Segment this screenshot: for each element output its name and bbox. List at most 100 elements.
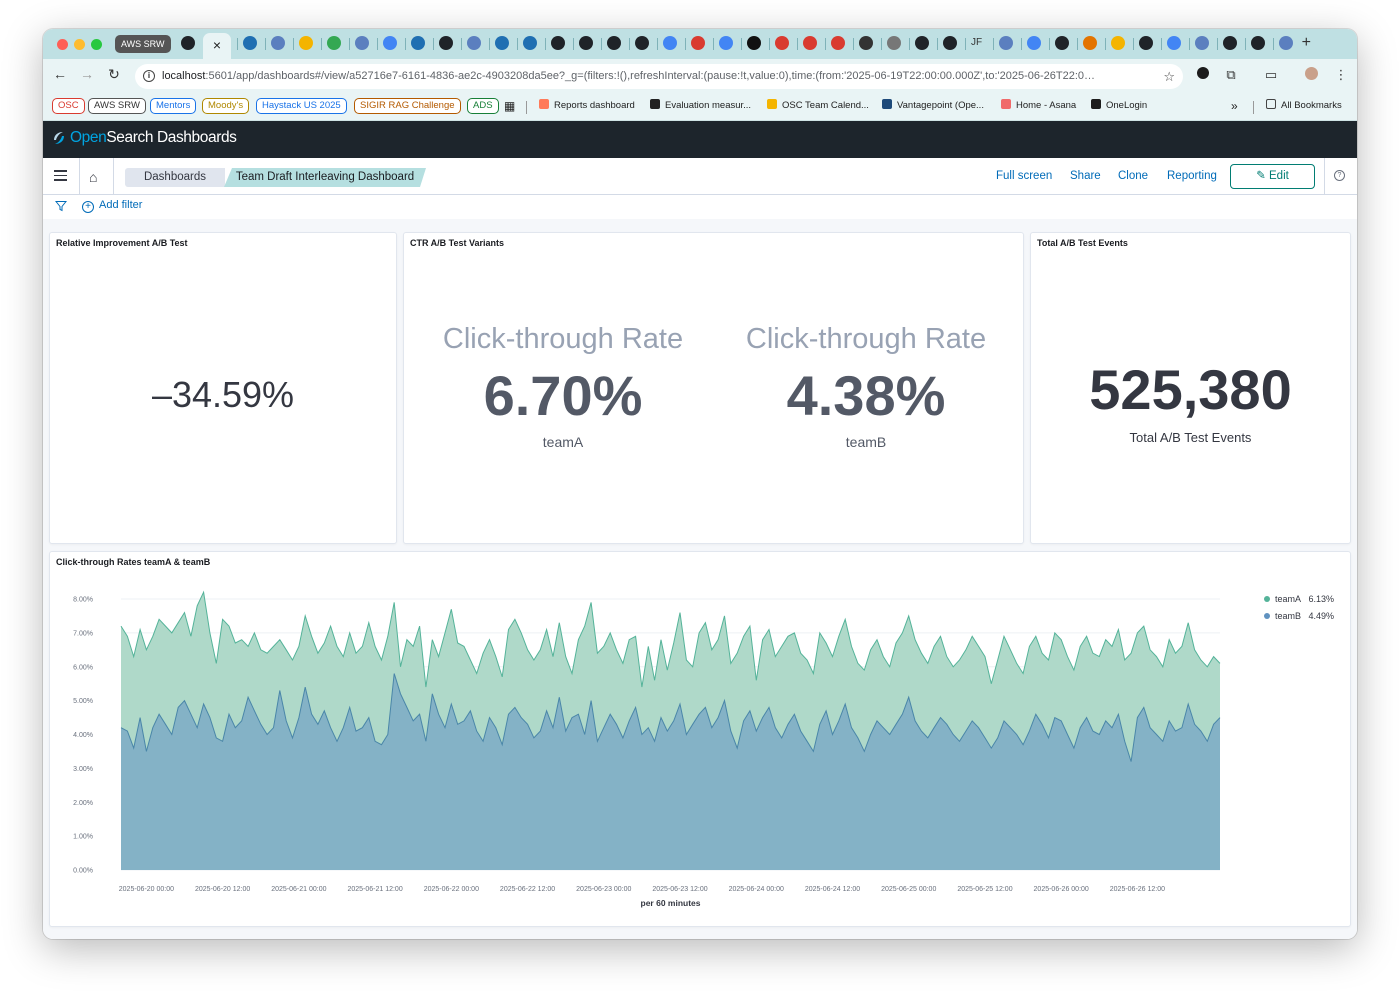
legend-item-team-b[interactable]: teamB 4.49% bbox=[1264, 611, 1334, 621]
browser-menu-icon[interactable]: ⋮ bbox=[1334, 67, 1348, 82]
add-filter-button[interactable]: + Add filter bbox=[82, 199, 142, 213]
tab-favicon-icon[interactable] bbox=[747, 36, 761, 50]
tab-favicon-icon[interactable] bbox=[1223, 36, 1237, 50]
opensearch-logo-icon[interactable] bbox=[51, 130, 67, 146]
clone-link[interactable]: Clone bbox=[1118, 170, 1149, 182]
share-link[interactable]: Share bbox=[1070, 170, 1101, 182]
tab-favicon-icon[interactable] bbox=[271, 36, 285, 50]
tab-favicon-icon[interactable] bbox=[439, 36, 453, 50]
tab-favicon-icon[interactable] bbox=[663, 36, 677, 50]
tab-favicon-icon[interactable] bbox=[579, 36, 593, 50]
profile-avatar-icon[interactable] bbox=[1303, 67, 1319, 83]
tab-favicon-icon[interactable] bbox=[1111, 36, 1125, 50]
new-tab-button[interactable]: + bbox=[1301, 34, 1311, 51]
bookmark-chip[interactable]: AWS SRW bbox=[88, 98, 146, 114]
tab-favicon-icon[interactable] bbox=[635, 36, 649, 50]
tab-favicon-icon[interactable] bbox=[1251, 36, 1265, 50]
bookmark-link[interactable]: OneLogin bbox=[1091, 98, 1147, 114]
tab-favicon-icon[interactable] bbox=[1279, 36, 1293, 50]
tab-favicon-icon[interactable] bbox=[607, 36, 621, 50]
bookmark-star-icon[interactable]: ☆ bbox=[1163, 69, 1175, 84]
tab-favicon-icon[interactable] bbox=[523, 36, 537, 50]
tab-favicon-icon[interactable] bbox=[355, 36, 369, 50]
site-info-icon[interactable]: i bbox=[143, 70, 155, 82]
bookmark-chip[interactable]: OSC bbox=[52, 98, 85, 114]
extensions-puzzle-icon[interactable]: ⧉ bbox=[1226, 67, 1236, 82]
edit-button[interactable]: ✎ Edit bbox=[1230, 164, 1315, 189]
bookmark-link[interactable]: Reports dashboard bbox=[539, 98, 635, 114]
back-arrow-icon[interactable]: ← bbox=[53, 66, 67, 82]
app-logo-text[interactable]: OpenSearch Dashboards bbox=[70, 129, 237, 147]
tab-favicon-icon[interactable] bbox=[775, 36, 789, 50]
tab-favicon-icon[interactable] bbox=[467, 36, 481, 50]
tab-favicon-icon[interactable] bbox=[1055, 36, 1069, 50]
tab-favicon-icon[interactable] bbox=[327, 36, 341, 50]
legend-value: 4.49% bbox=[1308, 611, 1335, 621]
close-window-button[interactable] bbox=[57, 39, 68, 50]
menu-hamburger-icon[interactable] bbox=[54, 170, 67, 181]
tab-favicon-icon[interactable] bbox=[1083, 36, 1097, 50]
apps-grid-icon[interactable]: ▦ bbox=[504, 99, 516, 113]
panel-total-events[interactable]: Total A/B Test Events 525,380 Total A/B … bbox=[1030, 232, 1351, 544]
full-screen-link[interactable]: Full screen bbox=[996, 170, 1053, 182]
ctr-area-chart[interactable]: 0.00% 1.00% 2.00% 3.00% 4.00% 5.00% 6.00% 7.00%… bbox=[50, 582, 1250, 922]
tab-favicon-icon[interactable] bbox=[495, 36, 509, 50]
panel-relative-improvement[interactable]: Relative Improvement A/B Test –34.59% bbox=[49, 232, 397, 544]
tab-favicon-icon[interactable] bbox=[831, 36, 845, 50]
tab-favicon-icon[interactable] bbox=[243, 36, 257, 50]
bookmark-chip[interactable]: Mentors bbox=[150, 98, 197, 114]
bookmark-link[interactable]: Home - Asana bbox=[1001, 98, 1076, 114]
tab-favicon-icon[interactable] bbox=[915, 36, 929, 50]
filter-funnel-icon[interactable] bbox=[55, 200, 67, 212]
breadcrumb-current-dashboard: Team Draft Interleaving Dashboard bbox=[224, 168, 426, 187]
github-icon[interactable] bbox=[181, 36, 195, 50]
tab-group-aws-srw[interactable]: AWS SRW bbox=[115, 35, 171, 53]
bookmark-chip[interactable]: Moody's bbox=[202, 98, 250, 114]
tab-favicon-icon[interactable] bbox=[719, 36, 733, 50]
panel-ctr-timeseries[interactable]: Click-through Rates teamA & teamB 0.00% 1… bbox=[49, 551, 1351, 927]
more-bookmarks-button[interactable]: » bbox=[1231, 99, 1238, 113]
tab-favicon-icon[interactable] bbox=[299, 36, 313, 50]
tab-favicon-icon[interactable] bbox=[943, 36, 957, 50]
home-icon[interactable]: ⌂ bbox=[89, 169, 98, 185]
tab-favicon-icon[interactable] bbox=[1167, 36, 1181, 50]
divider bbox=[1324, 158, 1325, 195]
tab-favicon-icon[interactable] bbox=[1139, 36, 1153, 50]
panel-ctr-variants[interactable]: CTR A/B Test Variants Click-through Rate… bbox=[403, 232, 1024, 544]
breadcrumb-dashboards[interactable]: Dashboards bbox=[125, 168, 225, 187]
tab-favicon-icon[interactable] bbox=[551, 36, 565, 50]
tab-text-icon[interactable]: JF bbox=[971, 37, 983, 48]
bookmark-chip[interactable]: SIGIR RAG Challenge bbox=[354, 98, 461, 114]
add-filter-label: Add filter bbox=[99, 199, 143, 211]
tab-favicon-icon[interactable] bbox=[999, 36, 1013, 50]
tab-favicon-icon[interactable] bbox=[691, 36, 705, 50]
maximize-window-button[interactable] bbox=[91, 39, 102, 50]
tab-favicon-icon[interactable] bbox=[859, 36, 873, 50]
tab-search-icon[interactable]: ▭ bbox=[1264, 67, 1278, 82]
extension-badge-icon[interactable] bbox=[1195, 67, 1211, 83]
active-tab-close-button[interactable]: × bbox=[203, 33, 231, 59]
reporting-link[interactable]: Reporting bbox=[1167, 170, 1217, 182]
reload-icon[interactable]: ↻ bbox=[108, 66, 120, 82]
tab-favicon-icon[interactable] bbox=[383, 36, 397, 50]
tab-separator bbox=[545, 38, 546, 50]
tab-separator bbox=[237, 38, 238, 50]
tab-favicon-icon[interactable] bbox=[1195, 36, 1209, 50]
bookmark-link[interactable]: Vantagepoint (Ope... bbox=[882, 98, 984, 114]
bookmark-link[interactable]: OSC Team Calend... bbox=[767, 98, 869, 114]
help-icon[interactable]: ? bbox=[1334, 170, 1345, 181]
all-bookmarks-folder[interactable]: All Bookmarks bbox=[1266, 98, 1342, 114]
minimize-window-button[interactable] bbox=[74, 39, 85, 50]
tab-favicon-icon[interactable] bbox=[411, 36, 425, 50]
bookmark-link[interactable]: Evaluation measur... bbox=[650, 98, 751, 114]
address-bar[interactable]: i localhost:5601/app/dashboards#/view/a5… bbox=[135, 64, 1183, 89]
bookmark-chip[interactable]: ADS bbox=[467, 98, 499, 114]
bookmark-chip[interactable]: Haystack US 2025 bbox=[256, 98, 347, 114]
legend-item-team-a[interactable]: teamA 6.13% bbox=[1264, 594, 1334, 604]
x-tick-label: 2025-06-20 00:00 bbox=[119, 886, 174, 893]
forward-arrow-icon[interactable]: → bbox=[80, 66, 94, 82]
x-tick-label: 2025-06-20 12:00 bbox=[195, 886, 250, 893]
tab-favicon-icon[interactable] bbox=[803, 36, 817, 50]
tab-favicon-icon[interactable] bbox=[1027, 36, 1041, 50]
tab-favicon-icon[interactable] bbox=[887, 36, 901, 50]
